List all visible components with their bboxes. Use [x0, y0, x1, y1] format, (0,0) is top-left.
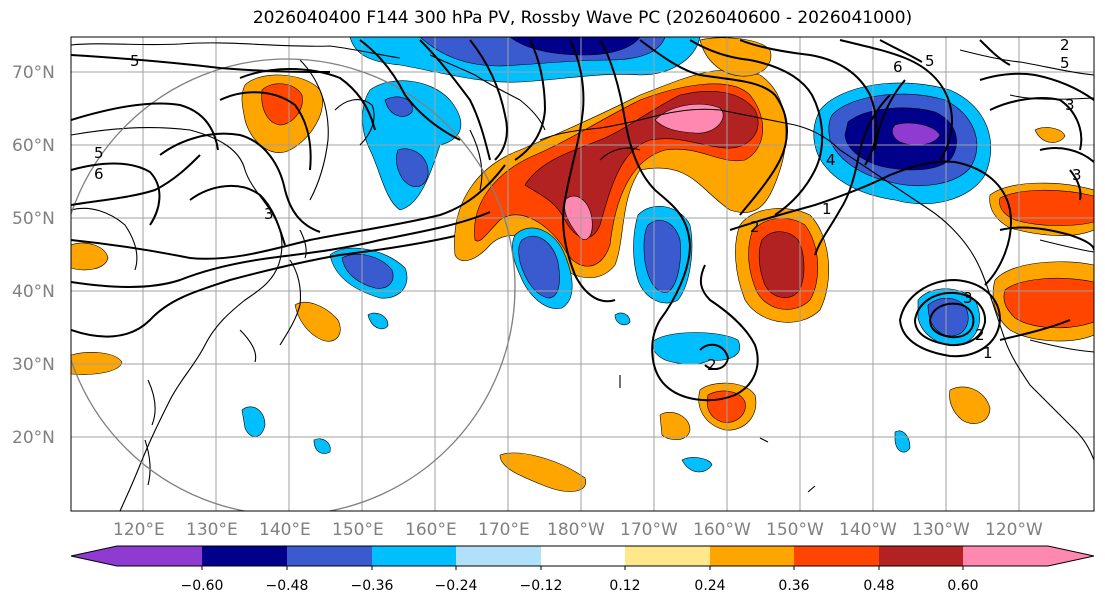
contour-labels: 5 5 6 3 2 1 4 3 6 5 5 3 3 2 1 2 2 — [94, 36, 1082, 374]
map-title: 2026040400 F144 300 hPa PV, Rossby Wave … — [252, 8, 913, 28]
lon-label: 150°E — [332, 520, 384, 540]
pv-anomaly-positive — [71, 352, 123, 375]
colorbar-tick-label: 0.48 — [863, 578, 894, 594]
lon-label: 160°W — [693, 520, 751, 540]
pv-anomaly-positive — [999, 189, 1094, 226]
longitude-labels: 120°E 130°E 140°E 150°E 160°E 170°E 180°… — [113, 520, 1043, 540]
lon-label: 160°E — [405, 520, 457, 540]
pv-anomaly-positive — [758, 231, 805, 298]
pv-anomaly-negative — [396, 148, 429, 187]
contour-label: 5 — [1060, 54, 1070, 72]
lat-label: 60°N — [12, 136, 55, 156]
pv-anomaly-negative — [509, 37, 641, 56]
colorbar-segment — [456, 546, 541, 566]
colorbar-segment — [879, 546, 963, 566]
lon-label: 120°E — [113, 520, 165, 540]
map-frame — [70, 36, 1095, 512]
colorbar-segment — [710, 546, 794, 566]
lat-label: 40°N — [12, 282, 55, 302]
pv-anomaly-positive — [949, 386, 991, 424]
pv-anomaly-negative — [341, 254, 394, 289]
pv-anomaly-negative — [313, 438, 331, 454]
reference-circle — [71, 58, 516, 511]
contour-label: 2 — [750, 218, 760, 236]
lon-label: 120°W — [985, 520, 1043, 540]
pv-anomaly-negative — [614, 312, 631, 326]
colorbar-tick-label: −0.12 — [520, 578, 563, 594]
lon-label: 170°E — [478, 520, 530, 540]
contour-label: 3 — [1072, 166, 1082, 184]
pv-anomaly-negative — [384, 96, 413, 117]
lat-label: 70°N — [12, 63, 55, 83]
colorbar-segment — [372, 546, 456, 566]
lon-label: 140°E — [259, 520, 311, 540]
colorbar-segment — [625, 546, 710, 566]
contour-label: 1 — [822, 200, 832, 218]
colorbar-segment — [287, 546, 372, 566]
contour-label: 2 — [707, 356, 717, 374]
pv-anomaly-positive — [654, 103, 724, 134]
lon-label: 170°W — [620, 520, 678, 540]
contour-label: 3 — [264, 205, 274, 223]
colorbar-segment — [963, 546, 1048, 566]
colorbar-segment — [794, 546, 879, 566]
pv-anomaly-positive — [659, 411, 691, 440]
pv-anomaly-negative — [241, 406, 266, 437]
pv-anomaly-positive — [71, 242, 109, 271]
contour-label: 2 — [1060, 36, 1070, 54]
contour-label: 6 — [893, 58, 903, 76]
contour-label: 5 — [925, 52, 935, 70]
lat-label: 50°N — [12, 209, 55, 229]
contour-label: 6 — [94, 165, 104, 183]
lon-label: 180°W — [547, 520, 605, 540]
lon-label: 150°W — [766, 520, 824, 540]
contour-label: 3 — [963, 289, 973, 307]
pv-anomaly-negative — [894, 430, 911, 453]
colorbar-tick-label: 0.12 — [609, 578, 640, 594]
colorbar-extend-max — [1048, 546, 1094, 566]
lon-label: 130°W — [912, 520, 970, 540]
pv-anomaly-negative — [518, 235, 560, 299]
pc-contours — [71, 39, 1094, 402]
colorbar-outline — [70, 545, 1095, 567]
lon-label: 140°W — [839, 520, 897, 540]
lon-label: 130°E — [186, 520, 238, 540]
colorbar-tick-label: 0.36 — [778, 578, 809, 594]
contour-label: 5 — [130, 52, 140, 70]
colorbar-tick-label: −0.24 — [435, 578, 478, 594]
pv-anomaly-positive — [294, 301, 341, 342]
pv-anomaly-positive — [1034, 127, 1066, 143]
colorbar-tick-label: −0.48 — [266, 578, 309, 594]
colorbar-segment — [202, 546, 287, 566]
colorbar-tick-label: −0.36 — [351, 578, 394, 594]
contour-label: 3 — [1065, 96, 1075, 114]
contour-label: 5 — [94, 144, 104, 162]
pv-anomaly-negative — [643, 220, 681, 293]
pv-anomaly-negative — [652, 332, 740, 365]
contour-label: 1 — [983, 344, 993, 362]
lat-label: 30°N — [12, 355, 55, 375]
lat-label: 20°N — [12, 428, 55, 448]
colorbar-tick-label: 0.60 — [947, 578, 978, 594]
map-area: 5 5 6 3 2 1 4 3 6 5 5 3 3 2 1 2 2 — [71, 36, 1094, 511]
contour-label: 4 — [826, 151, 836, 169]
contour-label: 2 — [975, 326, 985, 344]
colorbar-tick-label: 0.24 — [694, 578, 725, 594]
colorbar-extend-min — [71, 546, 117, 566]
latitude-labels: 70°N 60°N 50°N 40°N 30°N 20°N — [12, 63, 55, 448]
colorbar-segment — [117, 546, 202, 566]
pv-anomaly-negative — [681, 457, 713, 473]
colorbar-tick-label: −0.60 — [181, 578, 224, 594]
pv-anomaly-negative — [367, 312, 389, 330]
colorbar: −0.60 −0.48 −0.36 −0.24 −0.12 0.12 0.24 … — [70, 545, 1095, 594]
coastlines — [71, 42, 1094, 511]
colorbar-segment — [541, 546, 625, 566]
